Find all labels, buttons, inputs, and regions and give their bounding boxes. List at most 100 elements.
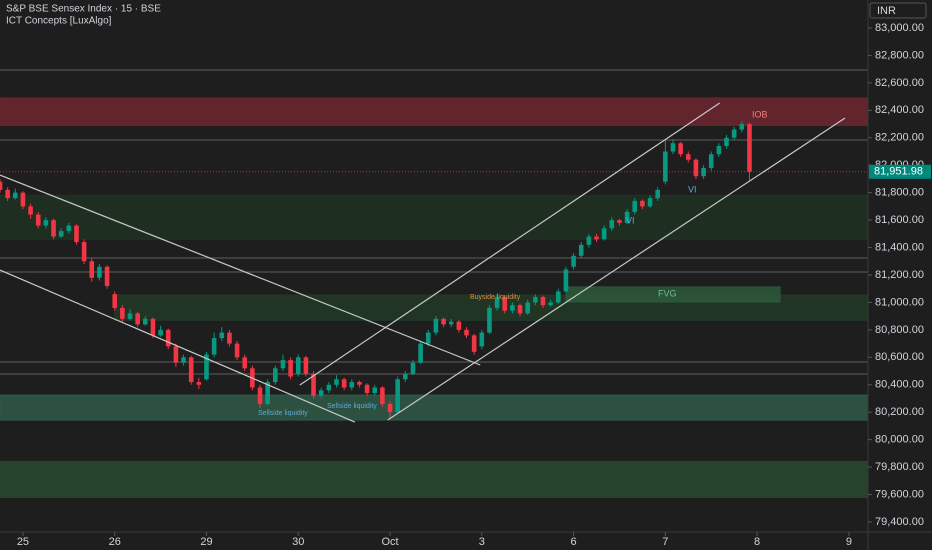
- candle-body: [640, 200, 645, 207]
- candle-body: [143, 318, 148, 325]
- x-tick-label: 8: [754, 536, 760, 548]
- candle-body: [112, 294, 118, 308]
- candle-body: [456, 321, 462, 330]
- candle-body: [66, 225, 72, 232]
- y-tick-label: 81,800.00: [875, 187, 924, 199]
- y-tick-label: 81,600.00: [875, 214, 924, 226]
- candle-body: [181, 357, 186, 363]
- candle-body: [227, 332, 232, 344]
- candle-body: [97, 266, 102, 278]
- candle-body: [234, 343, 240, 358]
- y-tick-label: 82,800.00: [875, 49, 924, 61]
- candle-body: [341, 379, 347, 388]
- candle-body: [578, 244, 584, 256]
- candle-body: [204, 354, 209, 380]
- candle-body: [173, 346, 179, 363]
- y-tick-label: 82,200.00: [875, 132, 924, 144]
- x-tick-label: 25: [17, 536, 29, 548]
- annotation: Sellside liquidity: [258, 410, 308, 417]
- zone: [0, 461, 869, 498]
- candle-body: [74, 225, 79, 243]
- candle-body: [150, 318, 156, 336]
- candle-body: [51, 220, 56, 237]
- candle-body: [678, 143, 683, 155]
- candle-body: [28, 206, 33, 215]
- trend-line: [387, 117, 846, 421]
- candle-body: [364, 384, 370, 393]
- candle-body: [349, 382, 355, 388]
- candle-body: [632, 200, 638, 212]
- y-tick-label: 80,000.00: [875, 434, 924, 446]
- x-tick-label: 26: [109, 536, 121, 548]
- candle-body: [517, 305, 523, 314]
- candle-body: [219, 332, 225, 339]
- x-tick-label: 9: [846, 536, 852, 548]
- annotation: VI: [626, 215, 635, 225]
- candle-body: [326, 384, 332, 391]
- candle-body: [418, 343, 423, 363]
- candle-body: [510, 305, 515, 311]
- annotation: IOB: [752, 109, 768, 119]
- candle-body: [280, 360, 286, 369]
- candle-body: [265, 382, 270, 404]
- zone: [0, 394, 869, 421]
- candle-body: [693, 159, 699, 177]
- zone: [0, 194, 869, 240]
- candle-body: [731, 129, 737, 138]
- y-tick-label: 80,600.00: [875, 351, 924, 363]
- x-tick-label: 30: [292, 536, 304, 548]
- candle-body: [334, 379, 339, 385]
- candle-body: [571, 255, 576, 267]
- candle-body: [58, 231, 64, 237]
- candle-body: [89, 261, 95, 278]
- candle-body: [273, 368, 278, 383]
- candle-body: [563, 269, 569, 292]
- y-tick-label: 82,400.00: [875, 104, 924, 116]
- candle-body: [403, 373, 408, 380]
- candle-body: [104, 266, 110, 286]
- candle-body: [387, 403, 393, 413]
- x-tick-label: 6: [571, 536, 577, 548]
- candle-body: [372, 387, 378, 393]
- candle-body: [441, 318, 446, 325]
- candle-body: [594, 236, 599, 240]
- candle-body: [663, 151, 668, 182]
- y-tick-label: 80,400.00: [875, 379, 924, 391]
- candle-body: [395, 379, 400, 413]
- candle-body: [303, 357, 309, 374]
- zone: [565, 286, 781, 303]
- currency-box[interactable]: [869, 2, 927, 19]
- candle-body: [135, 313, 140, 325]
- x-tick-label: Oct: [381, 536, 398, 548]
- candle-body: [257, 387, 263, 404]
- y-tick-label: 83,000.00: [875, 22, 924, 34]
- candle-body: [655, 189, 660, 199]
- annotation: VI: [688, 184, 697, 194]
- candle-body: [242, 357, 248, 369]
- y-tick-label: 81,400.00: [875, 241, 924, 253]
- candle-body: [318, 390, 324, 396]
- candle-body: [586, 236, 592, 245]
- candle-body: [425, 332, 431, 344]
- candle-body: [494, 296, 500, 308]
- candle-body: [724, 137, 729, 147]
- candle-body: [81, 242, 87, 262]
- x-tick-label: 7: [662, 536, 668, 548]
- y-tick-label: 79,800.00: [875, 461, 924, 473]
- candle-body: [708, 154, 714, 168]
- candle-body: [35, 214, 41, 226]
- y-tick-label: 79,400.00: [875, 516, 924, 528]
- candle-body: [20, 192, 26, 207]
- currency[interactable]: INR: [877, 5, 896, 17]
- candle-body: [196, 382, 202, 385]
- last-price-label: 81,951.98: [874, 166, 923, 178]
- candle-body: [288, 360, 293, 377]
- candle-body: [617, 220, 622, 223]
- x-tick-label: 29: [200, 536, 212, 548]
- candle-body: [670, 143, 676, 152]
- candle-body: [448, 321, 454, 325]
- y-tick-label: 80,200.00: [875, 406, 924, 418]
- candle-body: [433, 318, 439, 333]
